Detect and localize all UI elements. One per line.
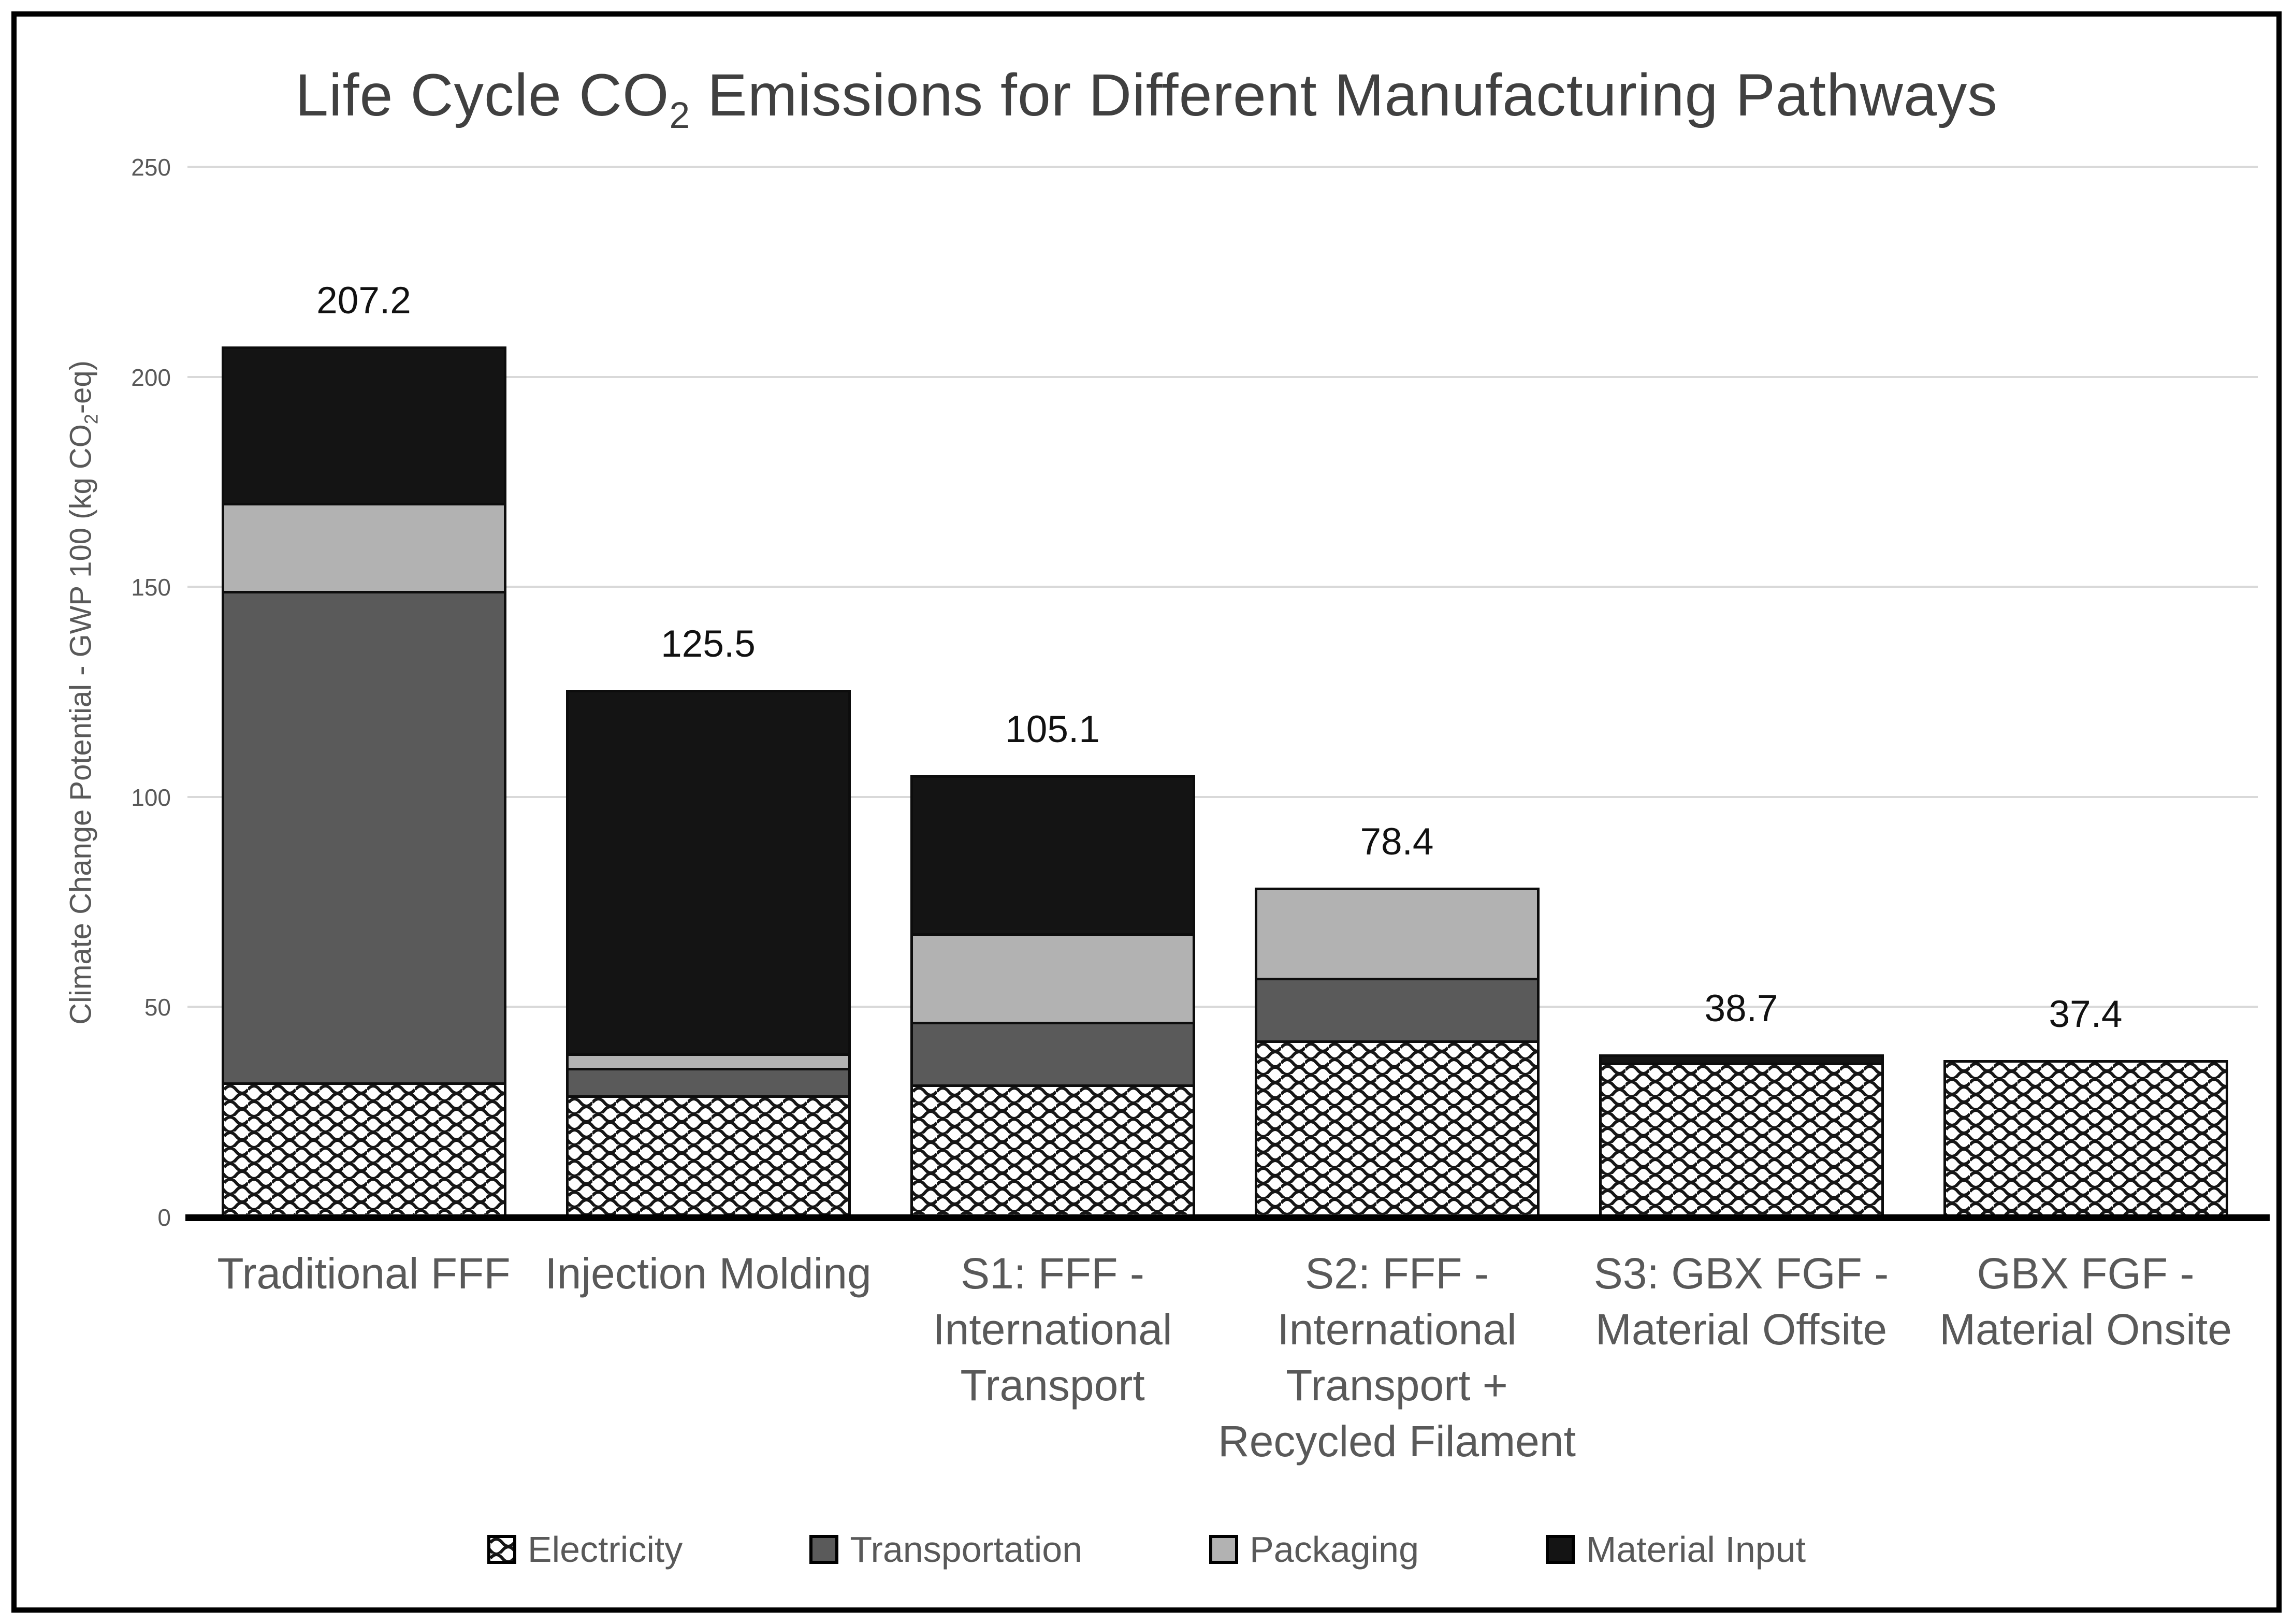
legend: Electricity Transportation Packaging Materi… [0, 1529, 2293, 1570]
gridline-100 [187, 795, 2258, 798]
wave-pattern-fill [224, 1085, 504, 1214]
wave-pattern-fill [912, 1087, 1193, 1214]
gridline-50 [187, 1006, 2258, 1008]
category-label: S1: FFF - International Transport [933, 1249, 1172, 1410]
bar-segment-packaging [1254, 888, 1540, 980]
bar-total-label: 105.1 [1005, 708, 1100, 751]
bar-segment-packaging [565, 1053, 851, 1071]
bar-segment-transportation [565, 1068, 851, 1098]
bar-total-label: 78.4 [1360, 821, 1434, 863]
bar-segment-transportation [910, 1021, 1195, 1088]
wave-pattern-fill [568, 1097, 848, 1214]
bar-segment-material-input [221, 346, 506, 505]
bar-segment-electricity [1254, 1040, 1540, 1217]
y-tick-label-50: 50 [144, 994, 171, 1021]
bar-segment-packaging [221, 502, 506, 594]
category-label: Injection Molding [545, 1249, 872, 1298]
bar-segment-packaging [910, 933, 1195, 1024]
bar-segment-electricity [1599, 1063, 1884, 1217]
legend-label: Packaging [1250, 1529, 1419, 1570]
category-label: S2: FFF - International Transport + Recycle… [1218, 1249, 1576, 1466]
legend-item-packaging: Packaging [1209, 1529, 1419, 1570]
gridline-250 [187, 166, 2258, 168]
bar-segment-material-input [910, 775, 1195, 936]
wave-pattern-fill [1257, 1043, 1537, 1214]
y-tick-label-250: 250 [131, 154, 171, 181]
category-label: GBX FGF - Material Onsite [1939, 1249, 2232, 1354]
bar-segment-electricity [221, 1082, 506, 1217]
bar-total-label: 37.4 [2049, 993, 2123, 1035]
y-tick-label-0: 0 [157, 1204, 171, 1231]
bar-segment-electricity [565, 1095, 851, 1217]
legend-swatch-icon [487, 1535, 516, 1564]
legend-label: Material Input [1586, 1529, 1806, 1570]
bar-total-label: 38.7 [1704, 988, 1778, 1030]
legend-label: Electricity [527, 1529, 683, 1570]
legend-item-electricity: Electricity [487, 1529, 683, 1570]
wave-pattern-fill [1946, 1062, 2226, 1214]
bar-segment-transportation [221, 591, 506, 1085]
wave-pattern-fill [1601, 1065, 1881, 1214]
category-label: Traditional FFF [217, 1249, 511, 1298]
y-axis-title: Climate Change Potential - GWP 100 (kg C… [64, 360, 102, 1025]
bar-total-label: 125.5 [661, 622, 756, 665]
chart-title: Life Cycle CO2 Emissions for Different M… [295, 62, 1998, 136]
x-axis-line [185, 1214, 2270, 1221]
legend-swatch-icon [1209, 1535, 1239, 1564]
legend-label: Transportation [850, 1529, 1083, 1570]
bar-segment-material-input [1599, 1054, 1884, 1066]
y-tick-label-100: 100 [131, 784, 171, 811]
legend-swatch-icon [809, 1535, 839, 1564]
bar-segment-electricity [1943, 1060, 2228, 1217]
bar-total-label: 207.2 [316, 280, 411, 322]
y-tick-label-200: 200 [131, 364, 171, 391]
y-tick-label-150: 150 [131, 574, 171, 601]
bar-segment-transportation [1254, 977, 1540, 1043]
bar-segment-electricity [910, 1084, 1195, 1217]
legend-swatch-icon [1546, 1535, 1575, 1564]
gridline-150 [187, 586, 2258, 588]
legend-item-transportation: Transportation [809, 1529, 1082, 1570]
category-label: S3: GBX FGF - Material Offsite [1593, 1249, 1889, 1354]
legend-item-material-input: Material Input [1546, 1529, 1806, 1570]
gridline-200 [187, 375, 2258, 378]
bar-segment-material-input [565, 689, 851, 1056]
